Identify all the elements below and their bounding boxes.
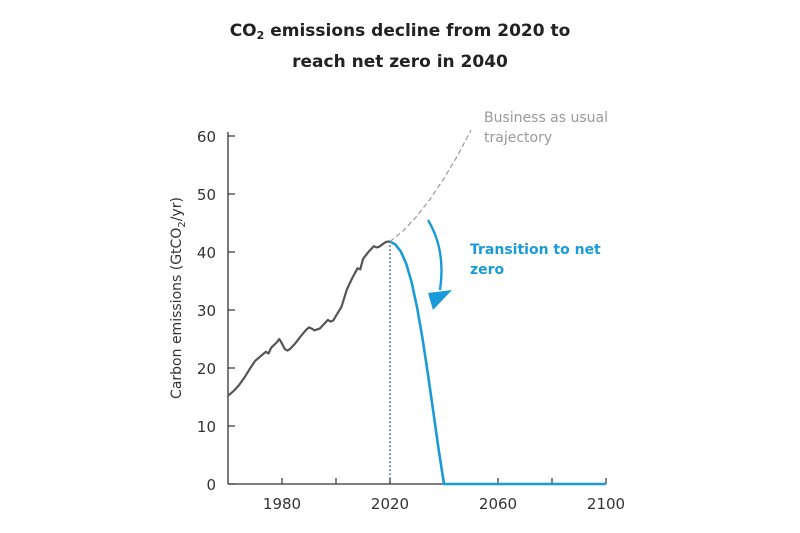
business-as-usual-line bbox=[389, 129, 472, 243]
y-tick-label: 20 bbox=[197, 360, 216, 378]
chart-title-line2: reach net zero in 2040 bbox=[292, 52, 508, 72]
y-tick-label: 60 bbox=[197, 128, 216, 146]
y-tick-label: 30 bbox=[197, 302, 216, 320]
transition-arrow-curve bbox=[426, 219, 443, 291]
y-tick-label: 40 bbox=[197, 244, 216, 262]
transition-annotation-line: zero bbox=[470, 262, 505, 278]
y-tick-label: 10 bbox=[197, 418, 216, 436]
y-axis-label-post: /yr) bbox=[169, 197, 185, 221]
y-tick-label: 50 bbox=[197, 186, 216, 204]
chart-title: CO2 emissions decline from 2020 to reach… bbox=[0, 18, 800, 75]
title-co-text: CO bbox=[229, 21, 257, 41]
bau-annotation-line: Business as usual bbox=[484, 110, 608, 126]
x-tick-label: 1980 bbox=[263, 495, 301, 513]
transition-annotation-line: Transition to net bbox=[470, 242, 601, 258]
title-subscript: 2 bbox=[256, 29, 265, 42]
title-rest-text: emissions decline from 2020 to bbox=[264, 21, 571, 41]
x-tick-label: 2020 bbox=[371, 495, 409, 513]
y-tick-label: 0 bbox=[206, 476, 216, 494]
x-tick-label: 2060 bbox=[479, 495, 517, 513]
x-tick-label: 2100 bbox=[587, 495, 625, 513]
chart-title-line1: CO2 emissions decline from 2020 to bbox=[0, 18, 800, 49]
y-axis-label: Carbon emissions (GtCO2/yr) bbox=[169, 197, 188, 399]
y-axis-label-pre: Carbon emissions (GtCO bbox=[169, 228, 185, 399]
bau-annotation-line: trajectory bbox=[484, 130, 552, 146]
y-axis-label-sub: 2 bbox=[177, 221, 188, 227]
transition-arrow-head bbox=[428, 290, 452, 310]
historical-emissions-line bbox=[227, 240, 390, 397]
net-zero-transition-line bbox=[389, 240, 606, 486]
